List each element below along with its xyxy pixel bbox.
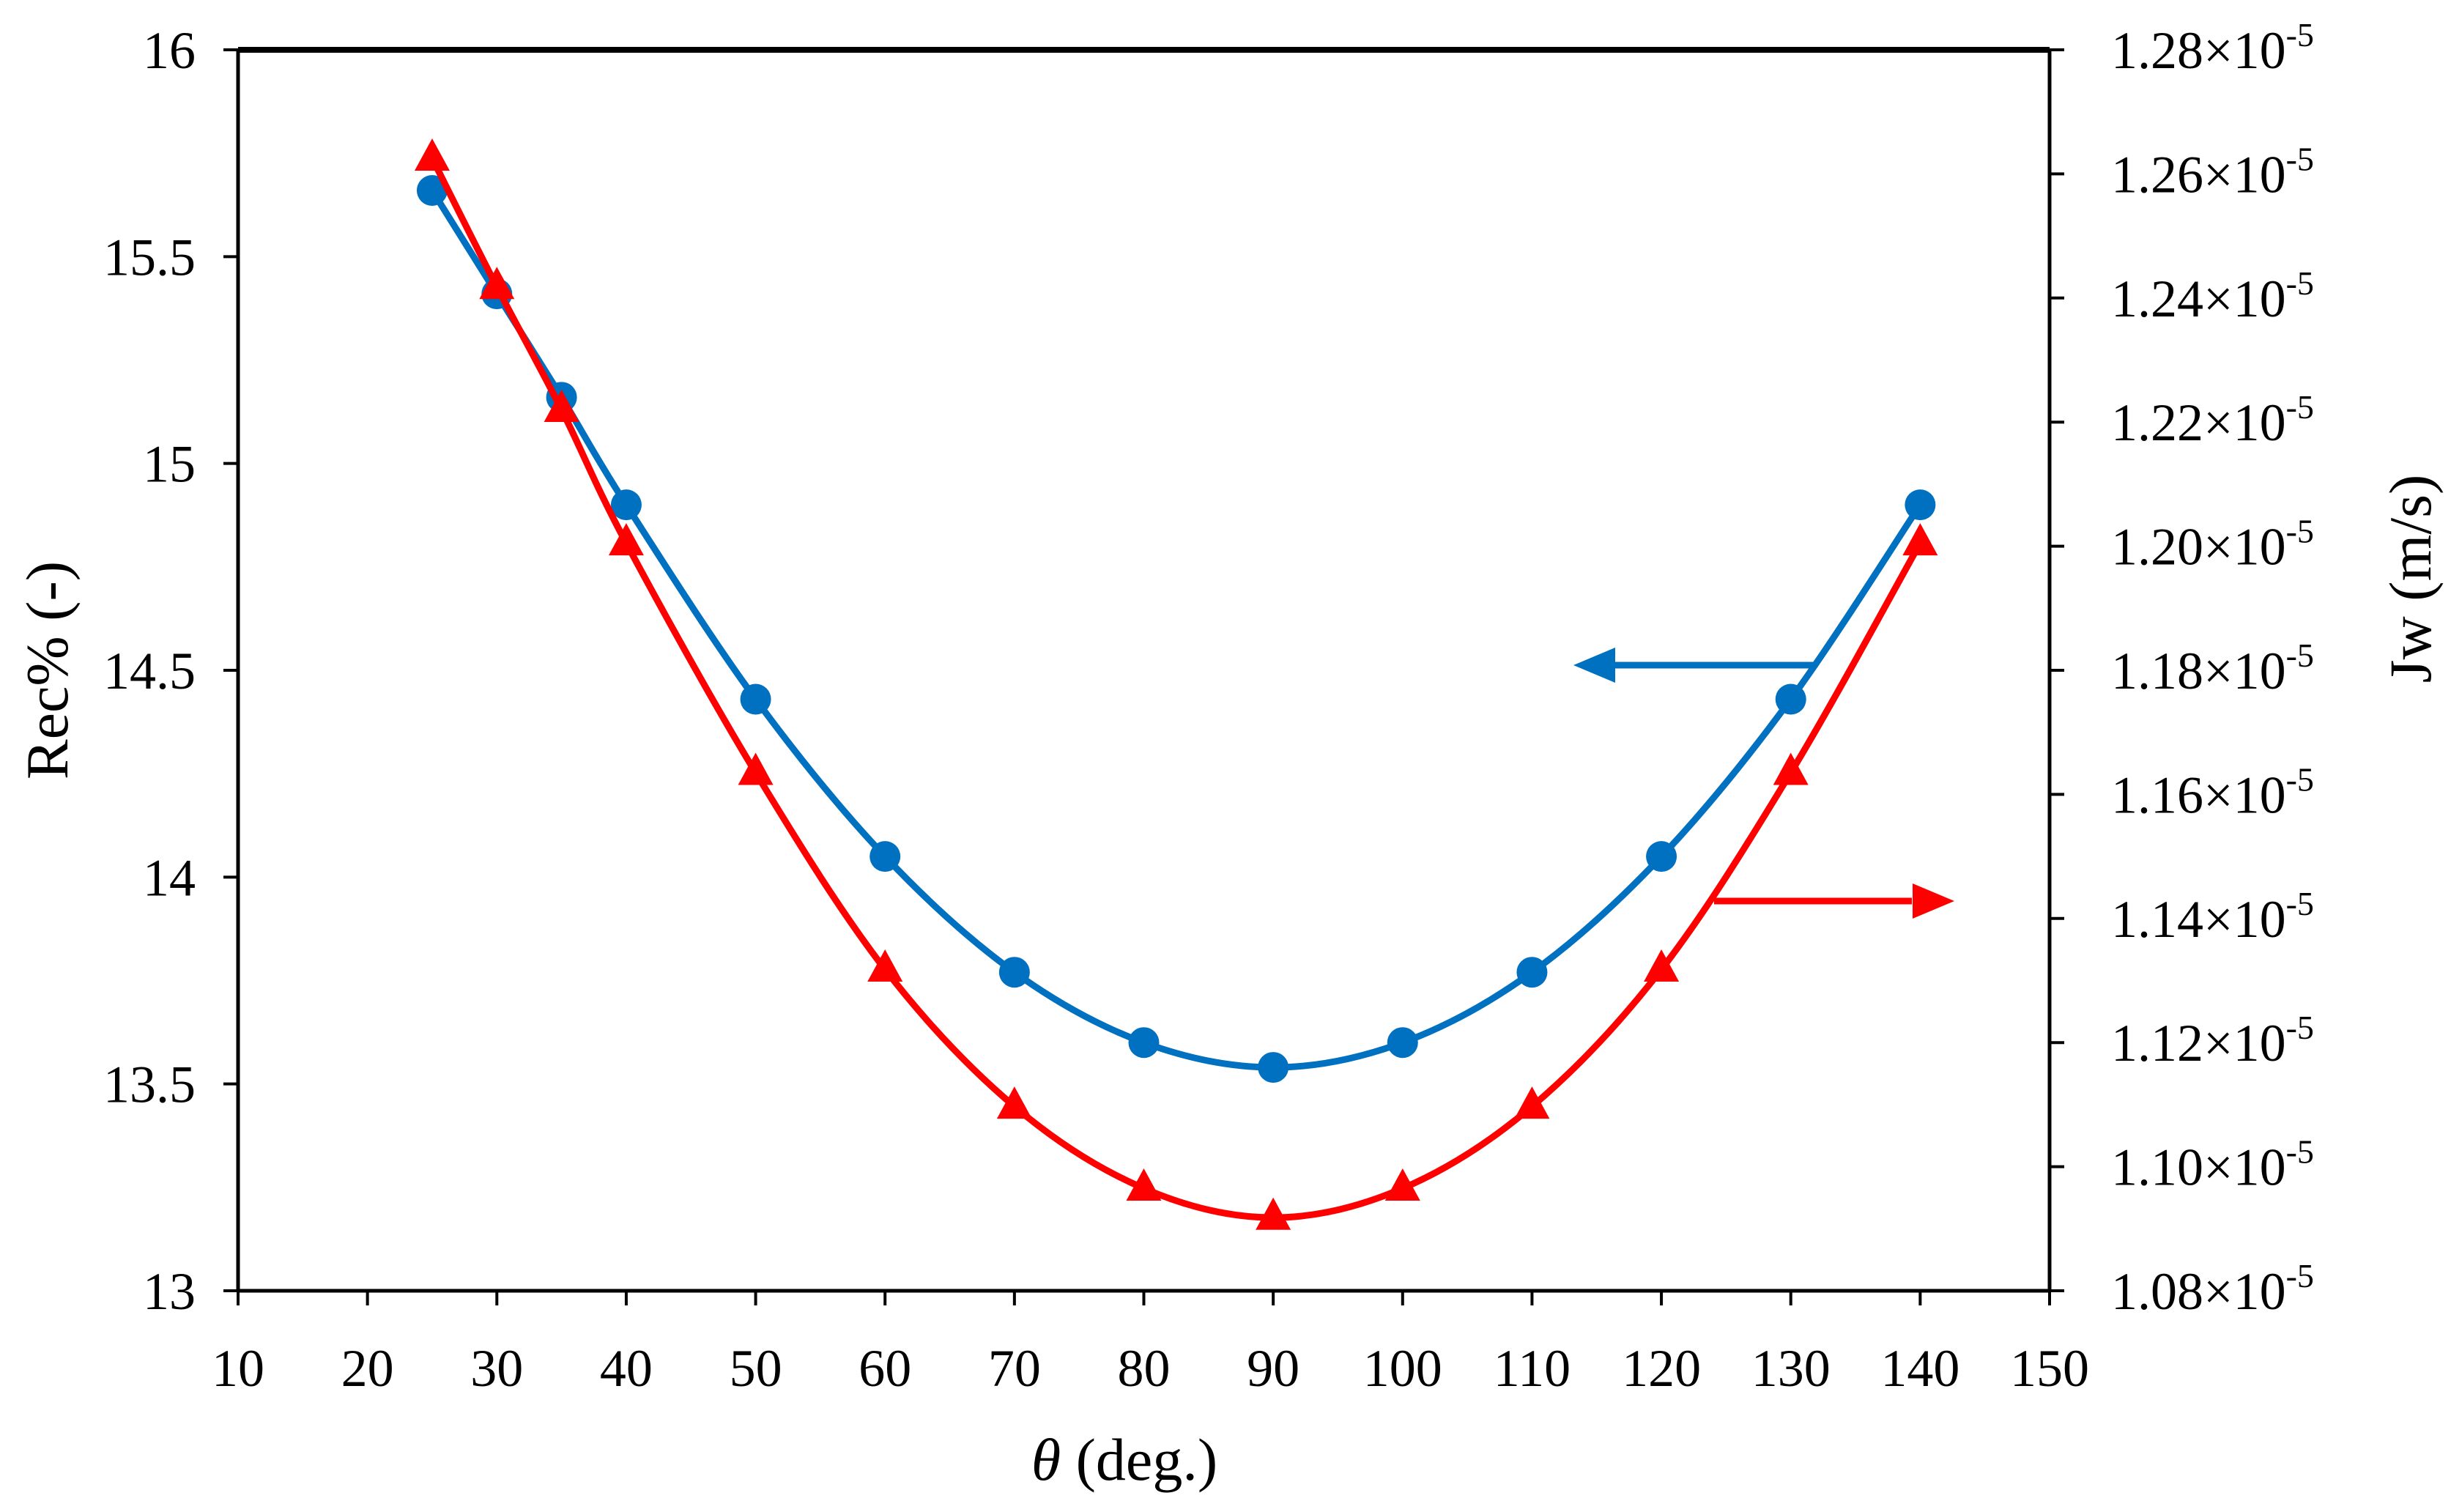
right-tick-mantissa: 1.20×10	[2111, 518, 2286, 577]
right-axis-title: Jw (m/s)	[2377, 475, 2444, 683]
left-axis-tick-label: 15	[143, 435, 196, 494]
x-axis-tick-label: 80	[1118, 1339, 1171, 1398]
right-tick-exponent: -5	[2286, 264, 2314, 302]
left-axis-tick-label: 13	[143, 1262, 196, 1321]
right-axis-tick-label: 1.12×10-5	[2111, 1009, 2314, 1072]
series-line-rec	[429, 188, 1924, 1071]
data-point-rec	[610, 489, 642, 521]
data-point-jw	[479, 267, 515, 300]
left-axis-tick-label: 14.5	[103, 642, 196, 700]
right-tick-exponent: -5	[2286, 388, 2314, 426]
data-point-jw	[1256, 1197, 1291, 1230]
right-tick-exponent: -5	[2286, 140, 2314, 177]
right-tick-exponent: -5	[2286, 885, 2314, 922]
right-tick-mantissa: 1.24×10	[2111, 270, 2286, 328]
left-axis-tick-label: 14	[143, 848, 196, 907]
right-axis-tick-label: 1.10×10-5	[2111, 1133, 2314, 1197]
right-axis-tick-label: 1.22×10-5	[2111, 388, 2314, 452]
data-point-rec	[416, 174, 448, 206]
x-axis-title-unit: (deg.)	[1061, 1426, 1217, 1493]
data-point-rec	[1258, 1052, 1289, 1083]
x-axis-tick-label: 150	[2010, 1339, 2089, 1398]
left-axis-tick-label: 15.5	[103, 228, 196, 286]
x-axis-tick-label: 120	[1622, 1339, 1701, 1398]
left-axis-ticks: 13 13.5 14 14.5 15 15.5 16	[103, 21, 238, 1321]
rec-axis-arrow	[1573, 648, 1817, 683]
x-axis-tick-label: 40	[600, 1339, 653, 1398]
right-tick-exponent: -5	[2286, 16, 2314, 53]
data-point-jw	[1773, 752, 1809, 785]
data-point-jw	[1644, 949, 1680, 982]
left-axis-tick-label: 13.5	[103, 1056, 196, 1114]
x-axis-tick-label: 140	[1880, 1339, 1959, 1398]
right-axis-tick-label: 1.16×10-5	[2111, 760, 2314, 824]
left-axis-tick-label: 16	[143, 21, 196, 80]
x-axis-title: θ (deg.)	[1031, 1426, 1217, 1493]
jw-axis-arrow	[1714, 883, 1954, 919]
data-point-jw	[1514, 1086, 1550, 1119]
data-point-jw	[867, 949, 903, 982]
left-axis-title: Rec% (-)	[14, 561, 81, 779]
data-point-jw	[738, 752, 774, 785]
x-axis-tick-label: 20	[341, 1339, 394, 1398]
x-axis-tick-label: 130	[1751, 1339, 1831, 1398]
data-point-rec	[1905, 489, 1936, 521]
x-axis-tick-label: 50	[730, 1339, 782, 1398]
right-tick-exponent: -5	[2286, 760, 2314, 798]
data-point-jw	[608, 523, 644, 556]
rec-arrow-head	[1573, 648, 1615, 683]
data-point-jw	[1126, 1168, 1162, 1201]
right-axis-ticks: 1.08×10-51.10×10-51.12×10-51.14×10-51.16…	[2050, 16, 2314, 1321]
right-tick-exponent: -5	[2286, 1257, 2314, 1294]
right-tick-mantissa: 1.14×10	[2111, 890, 2286, 949]
theta-symbol: θ	[1031, 1426, 1061, 1493]
right-tick-mantissa: 1.08×10	[2111, 1262, 2286, 1321]
right-tick-exponent: -5	[2286, 1009, 2314, 1046]
right-axis-tick-label: 1.26×10-5	[2111, 140, 2314, 204]
data-point-jw	[414, 138, 450, 171]
right-tick-mantissa: 1.10×10	[2111, 1138, 2286, 1197]
right-tick-exponent: -5	[2286, 1133, 2314, 1171]
data-point-rec	[1646, 841, 1677, 872]
right-tick-mantissa: 1.16×10	[2111, 766, 2286, 824]
data-point-rec	[1516, 957, 1548, 988]
right-tick-exponent: -5	[2286, 513, 2314, 550]
data-point-rec	[1387, 1027, 1418, 1059]
right-axis-tick-label: 1.24×10-5	[2111, 264, 2314, 328]
x-axis-tick-label: 110	[1494, 1339, 1571, 1398]
right-axis-tick-label: 1.20×10-5	[2111, 513, 2314, 577]
right-tick-mantissa: 1.26×10	[2111, 145, 2286, 204]
right-tick-mantissa: 1.22×10	[2111, 393, 2286, 452]
right-tick-exponent: -5	[2286, 637, 2314, 674]
series-layer	[414, 138, 1938, 1230]
data-point-jw	[544, 389, 579, 422]
data-point-rec	[740, 683, 771, 715]
x-axis-tick-label: 100	[1363, 1339, 1442, 1398]
right-axis-tick-label: 1.28×10-5	[2111, 16, 2314, 80]
x-axis-tick-label: 10	[212, 1339, 264, 1398]
x-axis-ticks: 10 20 30 40 50 60 70 80 90 100 110 120 130 140 150	[212, 1291, 2089, 1398]
data-point-rec	[1775, 683, 1806, 715]
data-point-rec	[998, 957, 1030, 988]
data-point-rec	[1128, 1027, 1160, 1059]
data-point-jw	[996, 1086, 1032, 1119]
x-axis-tick-label: 70	[988, 1339, 1041, 1398]
data-point-rec	[869, 841, 901, 872]
right-axis-tick-label: 1.14×10-5	[2111, 885, 2314, 949]
x-axis-tick-label: 30	[470, 1339, 523, 1398]
right-axis-tick-label: 1.18×10-5	[2111, 637, 2314, 700]
right-tick-mantissa: 1.12×10	[2111, 1014, 2286, 1072]
x-axis-tick-label: 60	[859, 1339, 911, 1398]
x-axis-tick-label: 90	[1247, 1339, 1299, 1398]
series-line-jw	[429, 157, 1924, 1221]
right-axis-tick-label: 1.08×10-5	[2111, 1257, 2314, 1321]
jw-arrow-head	[1913, 883, 1954, 919]
right-tick-mantissa: 1.28×10	[2111, 21, 2286, 80]
data-point-jw	[1902, 523, 1938, 556]
data-point-jw	[1384, 1168, 1420, 1201]
right-tick-mantissa: 1.18×10	[2111, 642, 2286, 700]
